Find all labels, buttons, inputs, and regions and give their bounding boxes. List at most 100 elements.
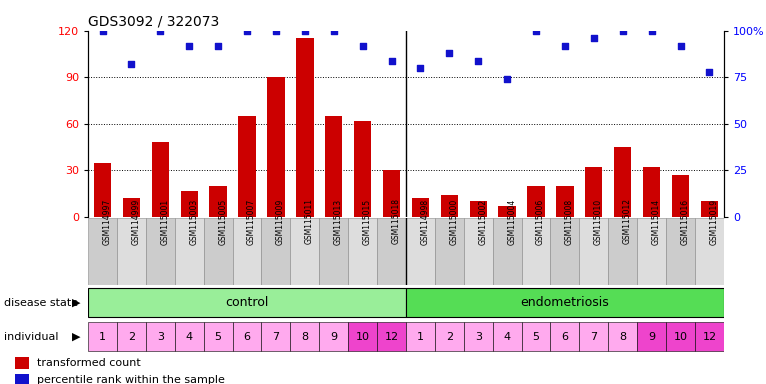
Text: GSM115002: GSM115002	[478, 199, 487, 245]
Point	[674, 43, 686, 49]
Point	[530, 28, 542, 34]
Bar	[152, 142, 169, 217]
Bar	[290, 322, 319, 351]
Text: 8: 8	[619, 331, 627, 342]
Bar	[319, 322, 349, 351]
Text: ▶: ▶	[72, 298, 80, 308]
Bar	[325, 116, 342, 217]
Text: GSM114998: GSM114998	[421, 199, 430, 245]
Text: GSM115019: GSM115019	[709, 199, 719, 245]
Bar	[406, 322, 435, 351]
Bar	[383, 170, 400, 217]
Bar	[556, 186, 574, 217]
Text: 9: 9	[330, 331, 337, 342]
Bar	[204, 322, 233, 351]
Text: GSM115003: GSM115003	[189, 199, 198, 245]
Bar	[470, 202, 487, 217]
Text: 2: 2	[128, 331, 135, 342]
Bar	[296, 38, 313, 217]
Bar	[267, 77, 285, 217]
Text: GSM115004: GSM115004	[507, 199, 516, 245]
Text: 1: 1	[99, 331, 106, 342]
Bar	[637, 218, 666, 285]
Point	[646, 28, 658, 34]
Bar	[175, 322, 204, 351]
Point	[501, 76, 513, 82]
Bar	[406, 288, 724, 318]
Bar	[493, 322, 522, 351]
Point	[414, 65, 427, 71]
Bar	[463, 218, 493, 285]
Bar	[117, 218, 146, 285]
Text: GSM115008: GSM115008	[565, 199, 574, 245]
Bar	[522, 218, 551, 285]
Point	[703, 69, 715, 75]
Text: 8: 8	[301, 331, 309, 342]
Text: endometriosis: endometriosis	[521, 296, 609, 309]
Bar	[94, 163, 111, 217]
Bar	[608, 218, 637, 285]
Bar	[209, 186, 227, 217]
Text: 3: 3	[475, 331, 482, 342]
Text: transformed count: transformed count	[37, 358, 140, 368]
Text: control: control	[225, 296, 269, 309]
Text: 4: 4	[503, 331, 511, 342]
Bar	[463, 322, 493, 351]
Text: disease state: disease state	[4, 298, 78, 308]
Bar	[551, 322, 579, 351]
Bar	[499, 206, 516, 217]
Bar	[233, 218, 261, 285]
Bar	[666, 218, 695, 285]
Bar	[117, 322, 146, 351]
Bar	[643, 167, 660, 217]
Text: GSM114997: GSM114997	[103, 199, 112, 245]
Bar	[435, 218, 463, 285]
Text: GDS3092 / 322073: GDS3092 / 322073	[88, 14, 219, 28]
Text: 3: 3	[157, 331, 164, 342]
Bar	[354, 121, 372, 217]
Bar	[666, 322, 695, 351]
Text: GSM115001: GSM115001	[160, 199, 169, 245]
Text: GSM115013: GSM115013	[334, 199, 342, 245]
Bar	[412, 198, 429, 217]
Text: individual: individual	[4, 331, 58, 342]
Bar	[579, 322, 608, 351]
Bar	[175, 218, 204, 285]
Bar	[527, 186, 545, 217]
Text: GSM115015: GSM115015	[362, 199, 372, 245]
Bar	[585, 167, 603, 217]
Point	[97, 28, 109, 34]
Point	[558, 43, 571, 49]
Text: ▶: ▶	[72, 331, 80, 342]
Text: GSM115018: GSM115018	[391, 199, 401, 245]
Text: GSM115011: GSM115011	[305, 199, 314, 245]
Bar	[261, 218, 290, 285]
Point	[241, 28, 254, 34]
Text: 9: 9	[648, 331, 655, 342]
Bar	[15, 357, 29, 369]
Text: GSM115000: GSM115000	[450, 199, 458, 245]
Bar	[406, 218, 435, 285]
Bar	[146, 322, 175, 351]
Bar	[319, 218, 349, 285]
Bar	[123, 198, 140, 217]
Bar	[435, 322, 463, 351]
Point	[385, 58, 398, 64]
Bar	[377, 322, 406, 351]
Bar	[261, 322, 290, 351]
Text: 12: 12	[385, 331, 398, 342]
Point	[154, 28, 166, 34]
Text: GSM115012: GSM115012	[623, 199, 632, 245]
Text: GSM115007: GSM115007	[247, 199, 256, 245]
Bar	[377, 218, 406, 285]
Bar	[290, 218, 319, 285]
Text: 10: 10	[355, 331, 370, 342]
Bar	[146, 218, 175, 285]
Text: GSM115006: GSM115006	[536, 199, 545, 245]
Bar	[233, 322, 261, 351]
Point	[328, 28, 340, 34]
Text: 4: 4	[185, 331, 193, 342]
Text: 6: 6	[244, 331, 250, 342]
Point	[212, 43, 224, 49]
Bar	[181, 190, 198, 217]
